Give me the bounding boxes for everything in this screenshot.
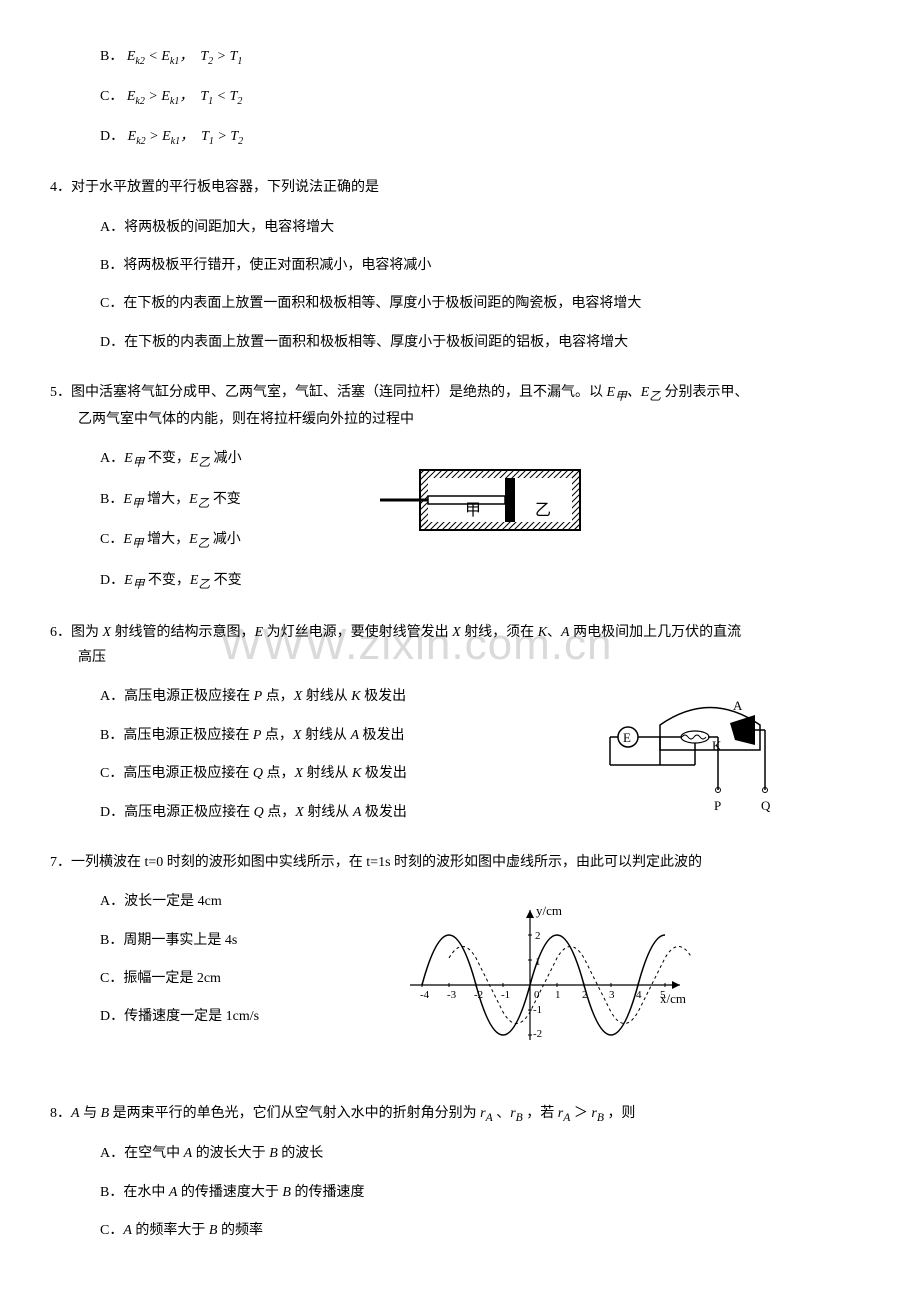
option-label: B． <box>100 49 123 64</box>
q5-option-b: B．E甲 增大，E乙 不变 <box>100 489 870 513</box>
q5-stem: 5．图中活塞将气缸分成甲、乙两气室，气缸、活塞（连同拉杆）是绝热的，且不漏气。以… <box>50 380 870 432</box>
q6-stem-part1: 6．图为 X 射线管的结构示意图，E 为灯丝电源，要使射线管发出 X 射线，须在… <box>50 625 741 640</box>
page-content: B． Ek2 < Ek1， T2 > T1 C． Ek2 > Ek1， T1 <… <box>50 46 870 1243</box>
option-label: D． <box>100 129 124 144</box>
q5-stem-part2: 分别表示甲、 <box>664 385 748 400</box>
option-formula: Ek2 > Ek1， T1 < T2 <box>127 89 243 104</box>
q3-option-d: D． Ek2 > Ek1， T1 > T2 <box>100 126 870 150</box>
q3-option-c: C． Ek2 > Ek1， T1 < T2 <box>100 86 870 110</box>
q3-option-b: B． Ek2 < Ek1， T2 > T1 <box>100 46 870 70</box>
q4-option-d: D．在下板的内表面上放置一面积和极板相等、厚度小于极板间距的铝板，电容将增大 <box>100 332 870 354</box>
q7-option-d: D．传播速度一定是 1cm/s <box>100 1006 870 1028</box>
q8-option-b: B．在水中 A 的传播速度大于 B 的传播速度 <box>100 1182 870 1204</box>
q8-option-a: A．在空气中 A 的波长大于 B 的波长 <box>100 1143 870 1165</box>
q7-option-a: A．波长一定是 4cm <box>100 891 870 913</box>
option-formula: Ek2 < Ek1， T2 > T1 <box>127 49 243 64</box>
q6-option-d: D．高压电源正极应接在 Q 点，X 射线从 A 极发出 <box>100 802 870 824</box>
q5-stem-vars: E甲、E乙 <box>607 385 661 400</box>
q8-option-c: C．A 的频率大于 B 的频率 <box>100 1220 870 1242</box>
q5-stem-part3: 乙两气室中气体的内能，则在将拉杆缓向外拉的过程中 <box>78 412 414 427</box>
q4-option-a: A．将两极板的间距加大，电容将增大 <box>100 217 870 239</box>
q6-option-b: B．高压电源正极应接在 P 点，X 射线从 A 极发出 <box>100 725 870 747</box>
q6-option-a: A．高压电源正极应接在 P 点，X 射线从 K 极发出 <box>100 686 870 708</box>
q5-option-c: C．E甲 增大，E乙 减小 <box>100 529 870 553</box>
q6-stem: 6．图为 X 射线管的结构示意图，E 为灯丝电源，要使射线管发出 X 射线，须在… <box>50 620 870 670</box>
q4-option-c: C．在下板的内表面上放置一面积和极板相等、厚度小于极板间距的陶瓷板，电容将增大 <box>100 293 870 315</box>
q5-option-d: D．E甲 不变，E乙 不变 <box>100 570 870 594</box>
q4-stem: 4．对于水平放置的平行板电容器，下列说法正确的是 <box>50 175 870 200</box>
q6-option-c: C．高压电源正极应接在 Q 点，X 射线从 K 极发出 <box>100 763 870 785</box>
option-formula: Ek2 > Ek1， T1 > T2 <box>128 129 244 144</box>
q5-option-a: A．E甲 不变，E乙 减小 <box>100 448 870 472</box>
q5-stem-part1: 5．图中活塞将气缸分成甲、乙两气室，气缸、活塞（连同拉杆）是绝热的，且不漏气。以 <box>50 385 603 400</box>
q7-option-c: C．振幅一定是 2cm <box>100 968 870 990</box>
q4-option-b: B．将两极板平行错开，使正对面积减小，电容将减小 <box>100 255 870 277</box>
q6-stem-part2: 高压 <box>78 650 106 665</box>
q8-stem: 8．A 与 B 是两束平行的单色光，它们从空气射入水中的折射角分别为 rA 、r… <box>50 1101 870 1128</box>
q7-option-b: B．周期一事实上是 4s <box>100 930 870 952</box>
q7-stem: 7．一列横波在 t=0 时刻的波形如图中实线所示，在 t=1s 时刻的波形如图中… <box>50 850 870 875</box>
option-label: C． <box>100 89 123 104</box>
